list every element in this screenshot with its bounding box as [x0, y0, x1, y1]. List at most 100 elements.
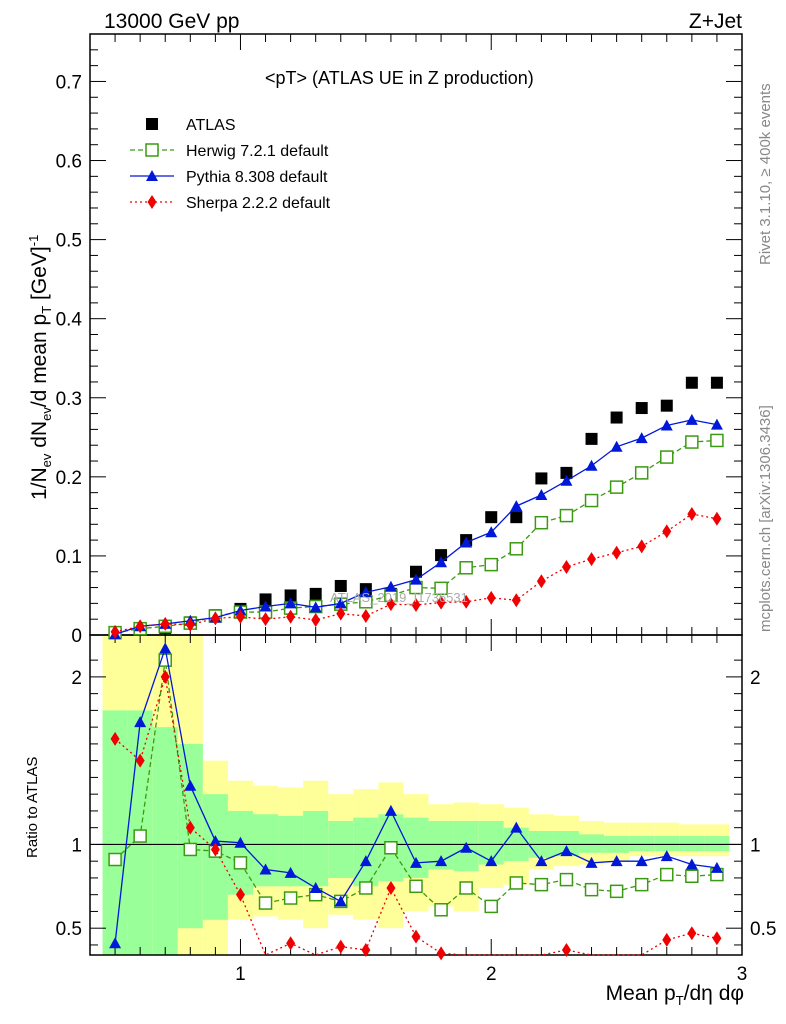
band-inner — [704, 836, 730, 852]
ratio-point — [434, 903, 448, 917]
ratio-point — [386, 880, 396, 895]
data-point — [334, 579, 347, 592]
legend-marker — [145, 143, 159, 157]
y-tick-label: 0.7 — [56, 72, 82, 93]
ratio-point — [535, 855, 548, 867]
data-point — [559, 508, 574, 523]
ratio-point — [510, 821, 523, 833]
ratio-point — [409, 879, 423, 894]
data-point — [560, 474, 573, 486]
data-point — [334, 597, 347, 609]
data-point — [612, 545, 622, 560]
x-tick-label: 2 — [486, 964, 497, 985]
ratio-point — [286, 936, 296, 951]
data-point — [485, 526, 498, 538]
legend: ATLAS Herwig 7.2.1 default Pythia 8.308 de… — [130, 117, 331, 212]
y-tick-label: 0 — [71, 626, 82, 647]
ratio-point — [258, 896, 273, 910]
ratio-point — [361, 942, 371, 957]
data-point — [410, 565, 422, 578]
y-tick-label: 2 — [71, 668, 82, 689]
ratio-point — [133, 829, 147, 843]
y-tick-label: 0.5 — [750, 919, 776, 940]
data-point — [685, 413, 698, 425]
ratio-point — [235, 887, 245, 902]
data-point — [685, 376, 698, 389]
data-point — [511, 593, 521, 608]
ratio-point — [436, 946, 446, 961]
ratio-point — [662, 932, 672, 947]
data-point — [261, 612, 271, 627]
mcplots-label: mcplots.cern.ch [arXiv:1306.3436] — [757, 405, 774, 632]
data-point — [535, 489, 548, 501]
data-point — [386, 597, 396, 612]
data-point — [309, 601, 322, 613]
ratio-point — [610, 855, 623, 867]
data-point — [336, 606, 346, 621]
y-tick-label: 0.2 — [56, 468, 82, 489]
data-point — [486, 590, 496, 605]
band-inner — [328, 820, 354, 878]
y-tick-label: 1 — [750, 835, 761, 856]
ratio-point — [259, 863, 272, 875]
data-point — [710, 376, 723, 389]
ratio-point — [459, 881, 473, 895]
ratio-point — [710, 861, 723, 873]
ratio-point — [410, 856, 422, 868]
band-inner — [679, 836, 705, 852]
ratio-point — [687, 926, 697, 941]
y-tick-label: 1 — [71, 835, 82, 856]
data-point — [484, 557, 498, 572]
data-point — [510, 511, 523, 524]
bottom-y-axis-label: Ratio to ATLAS — [24, 756, 41, 858]
data-point — [610, 440, 623, 452]
ratio-point — [309, 881, 322, 893]
data-point — [585, 459, 598, 471]
data-point — [660, 450, 674, 464]
data-point — [135, 619, 145, 634]
ratio-point — [384, 804, 397, 816]
data-point — [435, 549, 448, 562]
ratio-point — [534, 877, 549, 892]
band-inner — [403, 817, 429, 878]
ratio-point — [359, 855, 372, 867]
data-point — [284, 597, 297, 609]
data-point — [635, 432, 648, 444]
ratio-point — [336, 939, 346, 954]
data-point — [410, 573, 422, 585]
ratio-point — [635, 855, 648, 867]
ratio-point — [283, 891, 298, 905]
ratio-point — [560, 845, 573, 857]
data-point — [609, 480, 624, 494]
ratio-point — [233, 856, 248, 870]
ratio-point — [234, 836, 247, 848]
energy-label: 13000 GeV pp — [104, 10, 240, 33]
data-point — [235, 609, 245, 624]
data-point — [536, 574, 546, 589]
data-point — [510, 500, 523, 512]
band-inner — [177, 743, 203, 929]
ratio-point — [184, 779, 197, 791]
band-inner — [579, 834, 605, 853]
plot-title: <pT> (ATLAS UE in Z production) — [265, 68, 534, 88]
data-point — [485, 511, 498, 524]
data-point — [561, 559, 571, 574]
data-point — [712, 511, 722, 526]
ratio-point — [460, 841, 473, 853]
data-point — [637, 539, 647, 554]
ratio-point — [135, 753, 145, 768]
data-point — [309, 587, 322, 600]
ratio-point — [109, 937, 122, 949]
legend-label: Sherpa 2.2.2 default — [186, 195, 331, 212]
band-inner — [654, 836, 680, 852]
data-point — [311, 612, 321, 627]
data-point — [210, 611, 220, 626]
ratio-point — [411, 929, 421, 944]
data-point — [259, 593, 272, 606]
data-point — [411, 597, 421, 612]
data-point — [359, 586, 372, 598]
ratio-point — [134, 716, 147, 728]
legend-label: Herwig 7.2.1 default — [186, 143, 329, 160]
data-point — [284, 589, 297, 602]
